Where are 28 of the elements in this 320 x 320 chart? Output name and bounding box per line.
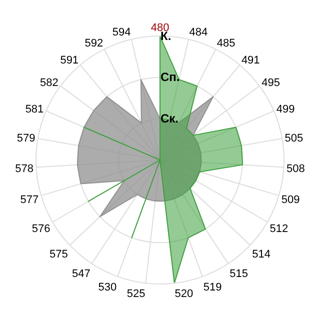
spoke-label: 591 xyxy=(60,54,79,67)
y-tick-label: Ск. xyxy=(160,112,179,126)
spoke-label: 495 xyxy=(262,77,280,90)
spoke-label: 491 xyxy=(241,54,260,67)
spoke-label: 515 xyxy=(230,268,248,280)
spoke-label: 582 xyxy=(40,77,58,90)
spoke-label: 581 xyxy=(25,103,44,116)
spoke-label: 512 xyxy=(270,223,288,236)
spoke-label: 592 xyxy=(84,38,104,50)
spoke-label: 577 xyxy=(20,194,39,206)
spoke-label: 525 xyxy=(126,288,146,300)
spoke-label: 547 xyxy=(72,268,90,280)
spoke-label: 508 xyxy=(286,162,305,175)
spoke-label: 576 xyxy=(32,223,50,236)
spoke-label: 530 xyxy=(98,282,117,294)
spoke-label: 578 xyxy=(15,162,34,175)
spoke-label: 505 xyxy=(284,132,304,144)
spoke-label: 594 xyxy=(112,26,131,38)
y-tick-label: Сп. xyxy=(160,70,180,84)
spoke-label: 484 xyxy=(189,26,208,38)
spoke-label: 579 xyxy=(16,132,36,144)
spoke-label: 520 xyxy=(174,288,194,300)
spoke-label: 514 xyxy=(252,248,271,260)
spoke-label: 519 xyxy=(203,282,222,294)
spoke-label: 499 xyxy=(276,103,295,116)
spoke-label: 509 xyxy=(281,194,300,206)
spoke-label: 575 xyxy=(49,248,68,260)
spoke-label: 485 xyxy=(216,38,236,50)
